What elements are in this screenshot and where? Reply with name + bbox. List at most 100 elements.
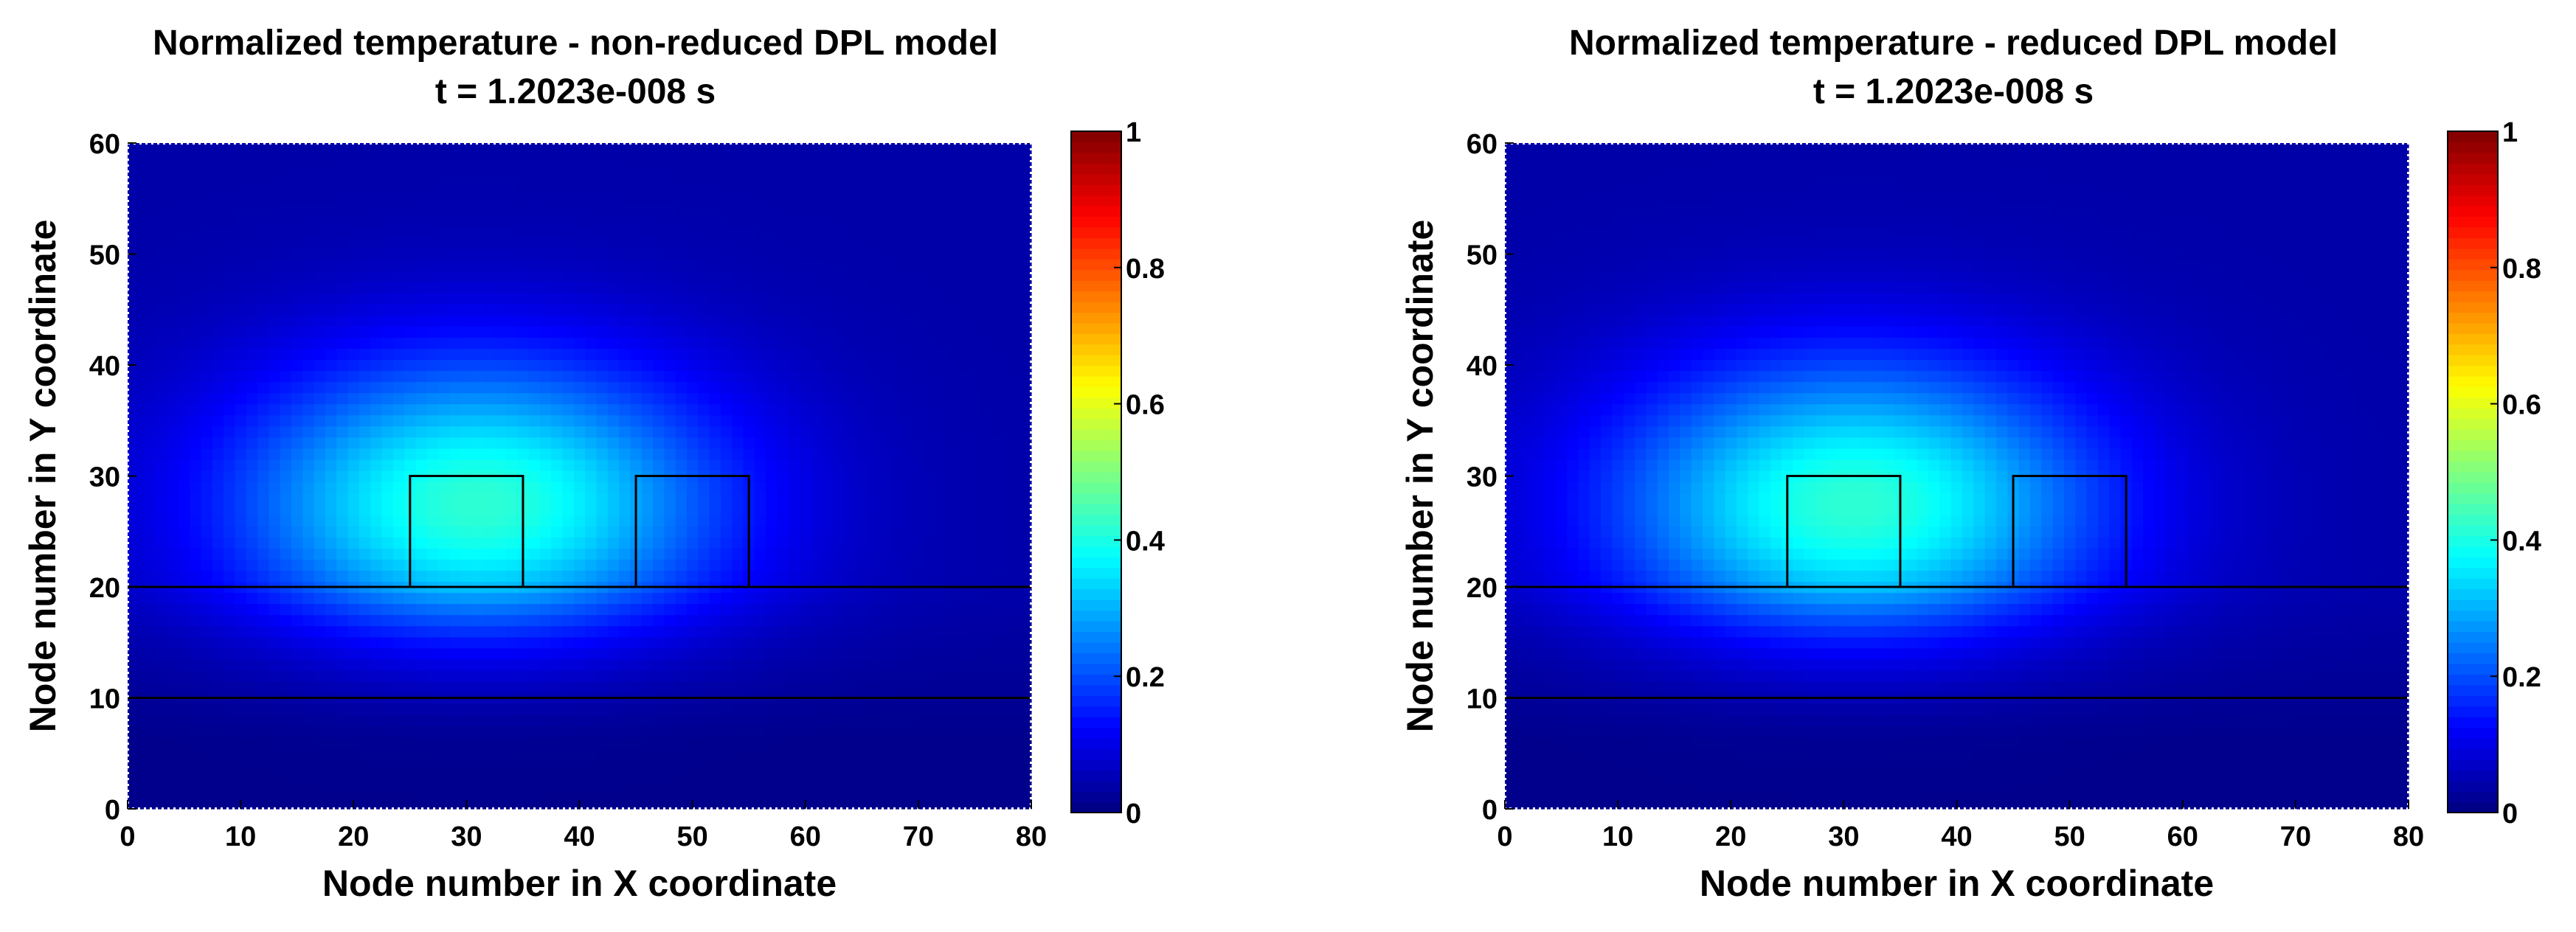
heatmap-cell (607, 636, 620, 649)
heatmap-cell (505, 792, 518, 804)
heatmap-cell (698, 703, 710, 715)
heatmap-cell (664, 592, 676, 605)
heatmap-cell (144, 493, 156, 504)
heatmap-cell (946, 515, 959, 526)
heatmap-cell (190, 526, 202, 538)
heatmap-cell (336, 548, 349, 560)
heatmap-cell (201, 359, 213, 372)
heatmap-cell (777, 248, 789, 260)
heatmap-cell (698, 237, 710, 249)
heatmap-cell (890, 143, 902, 150)
heatmap-cell (359, 703, 371, 715)
heatmap-cell (449, 337, 462, 350)
heatmap-cell (156, 337, 168, 350)
heatmap-cell (280, 803, 292, 810)
heatmap-cell (246, 658, 258, 671)
heatmap-cell (709, 526, 721, 538)
heatmap-cell (494, 282, 507, 293)
heatmap-cell (607, 670, 620, 682)
heatmap-cell (1014, 592, 1026, 605)
heatmap-cell (980, 459, 992, 471)
heatmap-cell (460, 625, 473, 638)
heatmap-cell (935, 370, 947, 383)
heatmap-cell (991, 714, 1004, 726)
heatmap-cell (913, 381, 925, 394)
heatmap-cell (980, 293, 992, 305)
heatmap-cell (539, 181, 552, 194)
heatmap-cell (811, 570, 823, 582)
heatmap-cell (472, 248, 484, 260)
heatmap-cell (732, 781, 744, 793)
heatmap-cell (946, 459, 959, 471)
heatmap-cell (822, 448, 834, 460)
heatmap-cell (913, 647, 925, 660)
heatmap-cell (822, 260, 834, 271)
heatmap-cell (969, 282, 981, 293)
heatmap-cell (517, 403, 530, 416)
heatmap-cell (156, 204, 168, 216)
heatmap-cell (302, 448, 315, 460)
heatmap-cell (980, 226, 992, 238)
heatmap-cell (834, 592, 845, 605)
heatmap-cell (777, 425, 789, 438)
heatmap-cell (381, 204, 394, 216)
heatmap-cell (336, 248, 349, 260)
heatmap-cell (743, 803, 755, 810)
heatmap-cell (754, 792, 766, 804)
heatmap-cell (404, 703, 417, 715)
heatmap-cell (969, 143, 981, 150)
heatmap-cell (257, 425, 269, 438)
heatmap-cell (133, 381, 145, 394)
heatmap-cell (314, 803, 326, 810)
heatmap-cell (528, 592, 541, 605)
heatmap-cell (144, 592, 156, 605)
heatmap-cell (257, 370, 269, 383)
heatmap-cell (834, 526, 845, 538)
heatmap-cell (392, 293, 405, 305)
heatmap-cell (269, 381, 281, 394)
heatmap-cell (777, 603, 789, 616)
heatmap-cell (946, 603, 959, 616)
heatmap-cell (133, 770, 145, 782)
heatmap-cell (732, 670, 744, 682)
heatmap-cell (269, 481, 281, 493)
heatmap-cell (732, 714, 744, 726)
heatmap-cell (156, 603, 168, 616)
heatmap-cell (788, 403, 800, 416)
heatmap-cell (969, 658, 981, 671)
heatmap-cell (539, 226, 552, 238)
heatmap-cell (585, 681, 598, 693)
heatmap-cell (641, 670, 654, 682)
heatmap-cell (325, 481, 337, 493)
heatmap-cell (845, 459, 857, 471)
heatmap-cell (449, 304, 462, 316)
heatmap-cell (822, 348, 834, 361)
heatmap-cell (133, 425, 145, 438)
heatmap-cell (709, 215, 721, 227)
heatmap-cell (494, 204, 507, 216)
heatmap-cell (246, 437, 258, 449)
heatmap-cell (1014, 726, 1026, 737)
heatmap-cell (1014, 781, 1026, 793)
heatmap-cell (720, 526, 733, 538)
heatmap-cell (483, 803, 496, 810)
heatmap-cell (867, 348, 879, 361)
heatmap-cell (359, 625, 371, 638)
heatmap-cell (257, 326, 269, 338)
heatmap-cell (1003, 559, 1015, 571)
heatmap-cell (766, 143, 778, 150)
heatmap-cell (732, 737, 744, 748)
heatmap-cell (675, 559, 688, 571)
heatmap-cell (426, 493, 439, 504)
heatmap-cell (257, 181, 269, 194)
heatmap-cell (653, 248, 665, 260)
heatmap-cell (834, 647, 845, 660)
heatmap-cell (766, 337, 778, 350)
heatmap-cell (845, 237, 857, 249)
heatmap-cell (551, 759, 564, 771)
heatmap-cell (269, 714, 281, 726)
heatmap-cell (732, 792, 744, 804)
heatmap-cell (686, 559, 699, 571)
heatmap-cell (156, 493, 168, 504)
heatmap-cell (619, 260, 631, 271)
